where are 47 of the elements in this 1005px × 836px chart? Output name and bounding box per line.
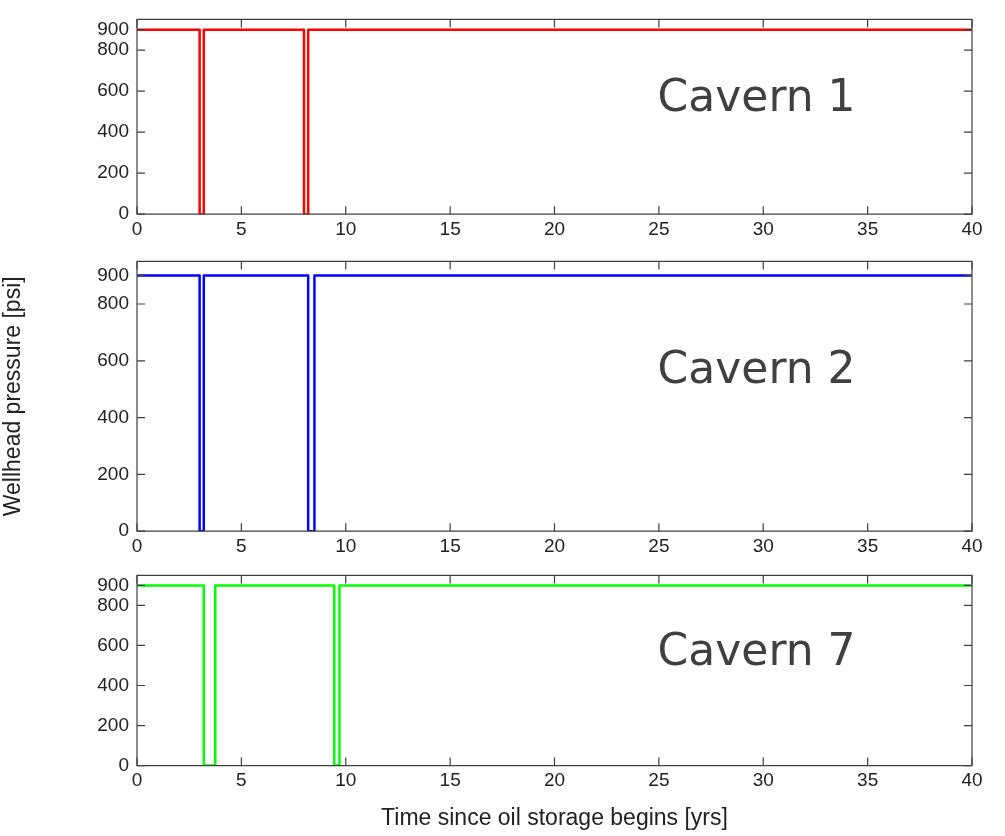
annotation: Cavern 1 [657, 69, 856, 121]
x-tick-label: 10 [335, 769, 357, 791]
x-tick-label: 40 [961, 769, 983, 791]
y-tick-label: 400 [97, 673, 129, 695]
y-tick-label: 400 [97, 120, 129, 142]
y-tick-label: 900 [97, 17, 129, 39]
y-tick-label: 900 [97, 573, 129, 595]
y-tick-label: 600 [97, 79, 129, 101]
y-tick-label: 600 [97, 349, 129, 371]
y-tick-label: 0 [118, 753, 129, 775]
x-tick-label: 30 [752, 534, 774, 556]
x-tick-label: 30 [752, 217, 774, 239]
x-tick-label: 20 [543, 217, 566, 239]
x-tick-label: 35 [857, 534, 879, 556]
annotation: Cavern 2 [657, 342, 856, 394]
x-axis-title: Time since oil storage begins [yrs] [381, 803, 728, 830]
y-tick-label: 800 [97, 593, 129, 615]
x-tick-label: 25 [648, 217, 670, 239]
x-tick-label: 40 [961, 534, 983, 556]
y-tick-label: 800 [97, 38, 129, 60]
x-tick-label: 5 [236, 769, 247, 791]
x-tick-label: 10 [335, 534, 357, 556]
x-tick-label: 25 [648, 769, 670, 791]
y-tick-label: 800 [97, 292, 129, 314]
y-tick-label: 0 [118, 202, 129, 224]
x-tick-label: 35 [857, 769, 879, 791]
x-tick-label: 30 [752, 769, 774, 791]
x-tick-label: 20 [543, 769, 566, 791]
x-tick-label: 15 [439, 769, 461, 791]
y-tick-label: 0 [118, 519, 129, 541]
x-tick-label: 25 [648, 534, 670, 556]
y-tick-label: 900 [97, 263, 129, 285]
x-tick-label: 5 [236, 534, 247, 556]
x-tick-label: 10 [335, 217, 357, 239]
y-tick-label: 600 [97, 633, 129, 655]
y-tick-label: 200 [97, 161, 129, 183]
x-tick-label: 15 [439, 217, 461, 239]
x-tick-label: 35 [857, 217, 879, 239]
x-tick-label: 40 [961, 217, 983, 239]
y-axis-title: Wellhead pressure [psi] [0, 276, 26, 517]
y-tick-label: 400 [97, 405, 129, 427]
y-tick-label: 200 [97, 713, 129, 735]
x-tick-label: 20 [543, 534, 566, 556]
y-tick-label: 200 [97, 462, 129, 484]
x-tick-label: 15 [439, 534, 461, 556]
annotation: Cavern 7 [657, 623, 856, 675]
x-tick-label: 5 [236, 217, 247, 239]
